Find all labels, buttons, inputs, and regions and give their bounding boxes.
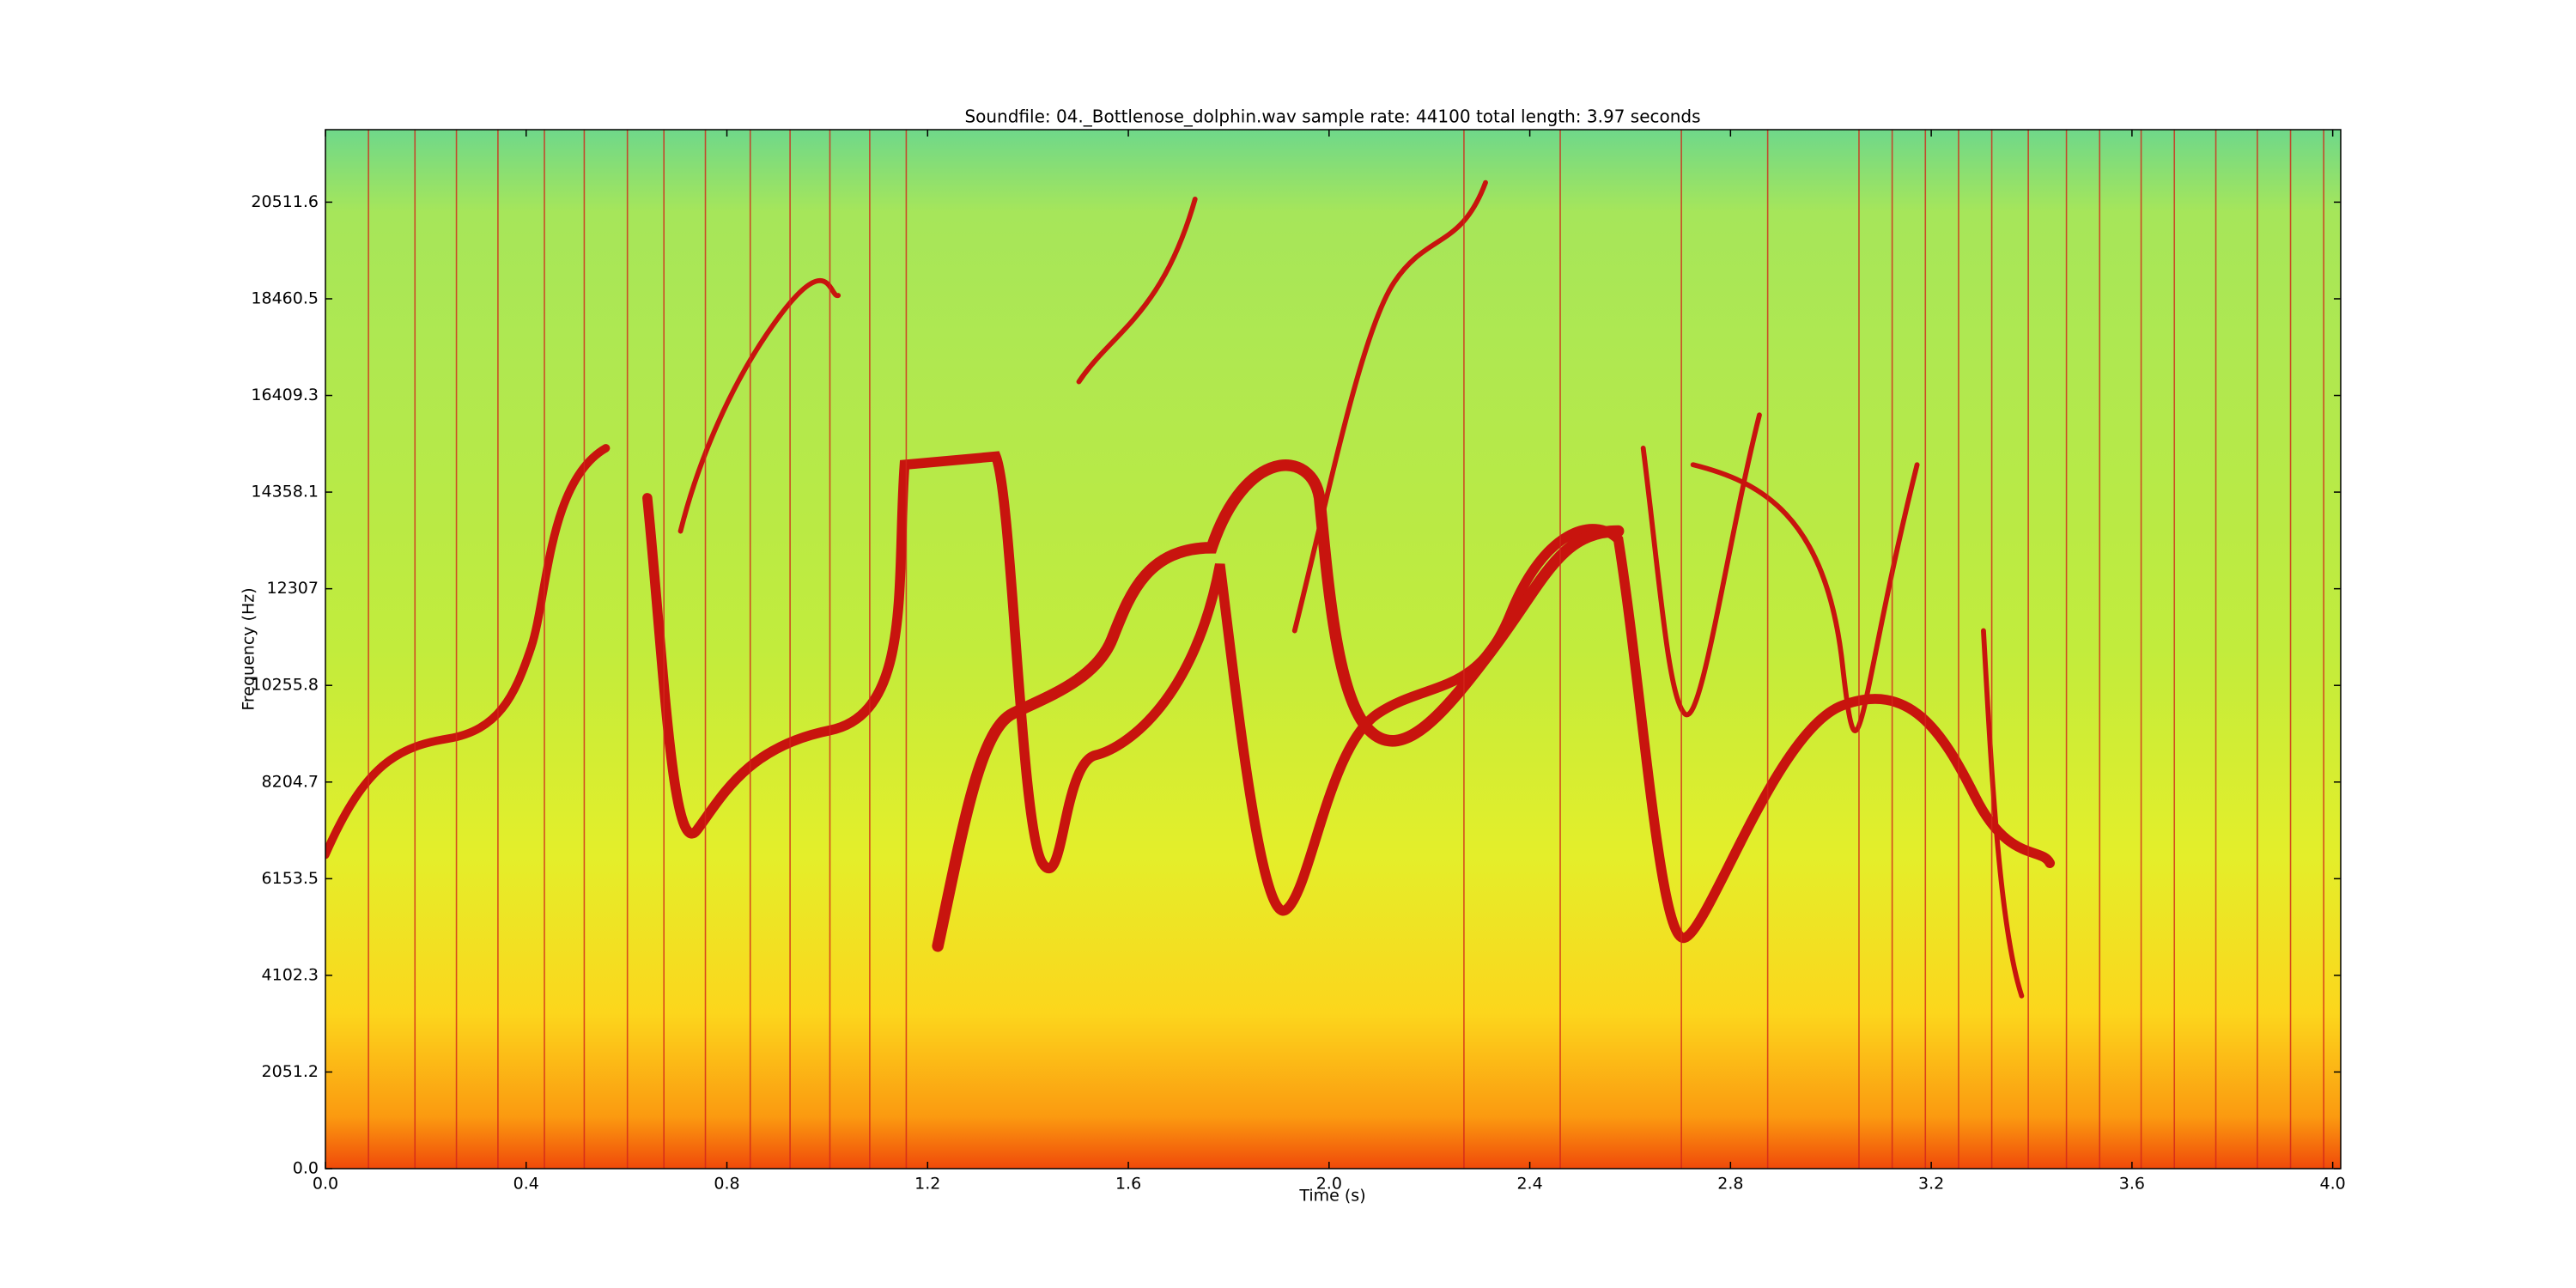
y-tick-label: 0.0 (293, 1159, 319, 1178)
plot-frame (325, 129, 2342, 1170)
x-tick-label: 1.2 (914, 1175, 940, 1194)
x-tick-label: 2.8 (1717, 1175, 1743, 1194)
x-tick-label: 3.2 (1918, 1175, 1944, 1194)
whistle (642, 451, 2056, 943)
chart-title: Soundfile: 04._Bottlenose_dolphin.wav sa… (964, 106, 1700, 127)
whistle (325, 444, 611, 860)
x-tick-label: 2.0 (1316, 1175, 1342, 1194)
whistle (677, 179, 2025, 999)
x-tick-label: 0.0 (313, 1175, 338, 1194)
y-tick-label: 4102.3 (262, 965, 319, 984)
y-tick-label: 20511.6 (251, 192, 319, 211)
y-tick-label: 12307 (267, 579, 319, 598)
x-tick-label: 4.0 (2320, 1175, 2346, 1194)
x-tick-label: 3.6 (2119, 1175, 2145, 1194)
whistle (932, 459, 1625, 952)
x-tick-label: 0.8 (714, 1175, 739, 1194)
y-tick-label: 8204.7 (262, 772, 319, 791)
spectrogram-texture (325, 130, 2324, 1169)
y-tick-label: 2051.2 (262, 1062, 319, 1081)
x-tick-label: 0.4 (513, 1175, 539, 1194)
y-tick-label: 16409.3 (251, 386, 319, 404)
y-tick-label: 10255.8 (251, 676, 319, 695)
x-tick-label: 2.4 (1516, 1175, 1542, 1194)
whistle-contours (325, 179, 2056, 999)
y-axis-label: Frequency (Hz) (240, 587, 258, 710)
x-tick-label: 1.6 (1115, 1175, 1141, 1194)
x-axis-label: Time (s) (1298, 1187, 1365, 1206)
y-tick-label: 6153.5 (262, 869, 319, 888)
y-tick-label: 14358.1 (251, 483, 319, 501)
y-tick-label: 18460.5 (251, 289, 319, 307)
